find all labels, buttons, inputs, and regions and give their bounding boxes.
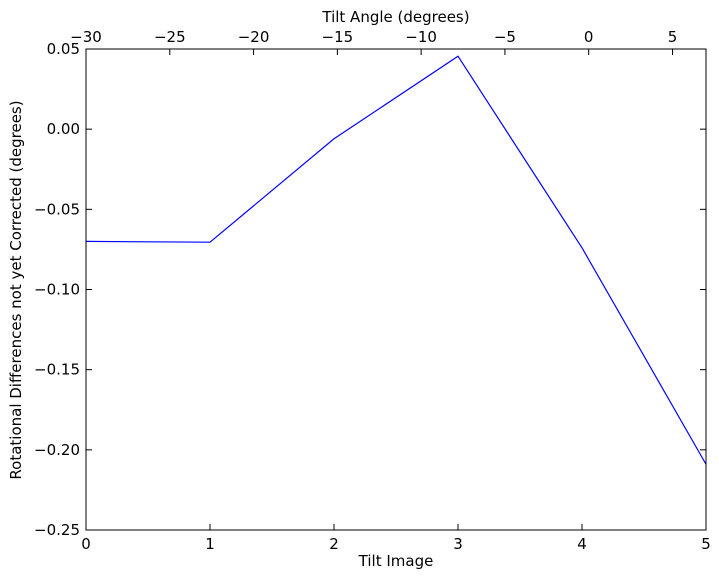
top-x-axis-label: Tilt Angle (degrees)	[321, 8, 469, 26]
plot-frame	[85, 48, 707, 531]
plot-layer	[85, 55, 707, 465]
x2-tick-label: −25	[154, 28, 186, 46]
y-tick-label: −0.20	[34, 441, 80, 459]
y-tick-label: −0.10	[34, 281, 80, 299]
x2-tick-label: 5	[668, 28, 678, 46]
y-tick-label: −0.05	[34, 200, 80, 218]
x2-tick-label: −30	[70, 28, 102, 46]
x2-tick-label: −10	[405, 28, 437, 46]
x-tick-label: 4	[577, 535, 587, 553]
x-tick-label: 5	[701, 535, 711, 553]
x-tick-label: 1	[205, 535, 215, 553]
axes-layer: 0 1 2 3 4 5 −30 −25 −20 −15 −10 −5 0 5 −0.25 −0.20 −0.15…	[34, 28, 711, 553]
x2-tick-label: −15	[322, 28, 354, 46]
y-tick-label: 0.00	[47, 120, 80, 138]
x2-tick-label: −5	[494, 28, 516, 46]
x2-tick-label: −20	[238, 28, 270, 46]
x-tick-label: 2	[329, 535, 339, 553]
y-tick-label: 0.05	[47, 40, 80, 58]
x2-tick-label: 0	[584, 28, 594, 46]
x-tick-label: 3	[453, 535, 463, 553]
y-tick-label: −0.25	[34, 521, 80, 539]
y-axis-label: Rotational Differences not yet Corrected…	[7, 100, 25, 479]
y-tick-label: −0.15	[34, 361, 80, 379]
series-line-0	[85, 55, 707, 465]
x-tick-label: 0	[81, 535, 91, 553]
x-axis-label: Tilt Image	[358, 552, 434, 570]
